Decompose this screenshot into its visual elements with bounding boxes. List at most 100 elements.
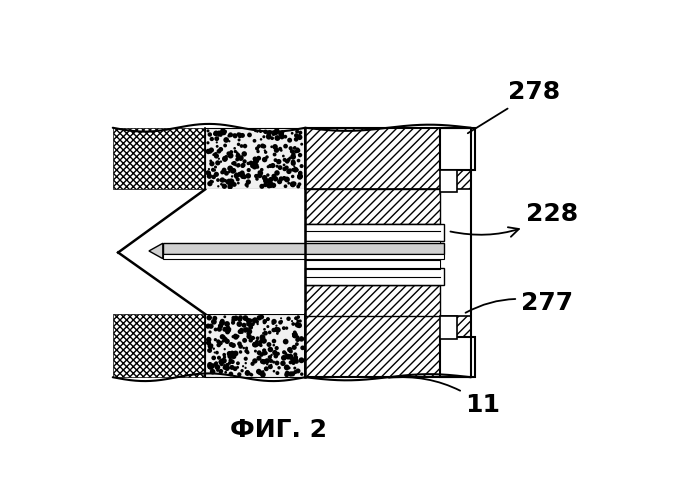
Point [285, 144, 296, 152]
Point [215, 368, 226, 376]
Point [208, 166, 219, 174]
Point [219, 364, 230, 372]
Point [277, 128, 288, 136]
Point [213, 148, 224, 156]
Point [204, 172, 215, 180]
Point [220, 128, 231, 136]
Point [260, 349, 271, 357]
Point [242, 330, 253, 338]
Point [290, 166, 301, 173]
Point [213, 154, 224, 162]
Point [205, 130, 215, 138]
Bar [163, 254, 444, 258]
Point [230, 333, 241, 341]
Point [228, 314, 239, 322]
Point [256, 351, 267, 359]
Bar [306, 128, 471, 190]
Point [206, 146, 217, 154]
Point [245, 322, 256, 330]
Point [225, 352, 236, 360]
Point [234, 132, 245, 140]
Point [285, 166, 295, 174]
Point [271, 126, 282, 134]
Point [285, 352, 295, 360]
Point [294, 173, 305, 181]
Point [227, 364, 238, 372]
Point [225, 152, 236, 160]
Point [220, 176, 231, 184]
Point [245, 316, 256, 324]
Bar [306, 241, 440, 255]
Point [242, 348, 253, 356]
Point [258, 336, 269, 344]
Point [211, 138, 222, 146]
Point [272, 169, 283, 177]
Point [289, 180, 299, 188]
Point [260, 329, 271, 337]
Point [225, 356, 236, 364]
Point [226, 178, 237, 186]
Point [252, 148, 263, 156]
Bar [306, 285, 440, 316]
Point [230, 172, 241, 179]
Point [248, 334, 258, 342]
Point [294, 322, 305, 330]
Point [241, 344, 252, 352]
Point [246, 159, 256, 167]
Polygon shape [113, 128, 205, 190]
Point [216, 360, 227, 368]
Point [271, 322, 282, 330]
Point [271, 325, 281, 333]
Point [273, 326, 283, 334]
Point [279, 174, 289, 182]
Point [211, 348, 222, 356]
Point [257, 333, 268, 341]
Point [281, 364, 292, 372]
Point [244, 131, 255, 139]
Point [297, 344, 308, 352]
Point [280, 350, 291, 358]
Point [269, 341, 279, 349]
Point [262, 315, 273, 323]
Point [265, 363, 276, 371]
Point [217, 127, 228, 135]
Point [259, 156, 270, 164]
Point [285, 370, 296, 378]
Point [236, 328, 247, 336]
Point [205, 342, 215, 350]
Point [219, 182, 229, 190]
Point [235, 342, 246, 350]
Point [230, 350, 241, 358]
Point [254, 127, 265, 135]
Point [294, 134, 305, 141]
Point [208, 151, 219, 159]
Point [270, 175, 281, 183]
Point [252, 144, 262, 152]
Point [296, 335, 307, 343]
Point [228, 167, 239, 175]
Point [234, 316, 245, 324]
Point [249, 318, 260, 326]
Point [255, 338, 266, 346]
Point [237, 132, 248, 140]
Point [249, 137, 260, 145]
Point [276, 318, 287, 326]
Point [217, 176, 227, 184]
Point [267, 162, 278, 170]
Point [271, 146, 282, 154]
Point [288, 150, 299, 158]
Point [296, 356, 307, 364]
Point [283, 179, 294, 187]
Point [211, 170, 221, 178]
Point [240, 359, 251, 367]
Point [289, 332, 300, 340]
Bar [205, 190, 306, 314]
Point [209, 166, 220, 174]
Point [294, 132, 305, 140]
Point [289, 330, 300, 338]
Point [288, 153, 299, 161]
Point [292, 336, 303, 344]
Point [242, 326, 252, 334]
Point [205, 180, 215, 188]
Point [243, 316, 254, 324]
